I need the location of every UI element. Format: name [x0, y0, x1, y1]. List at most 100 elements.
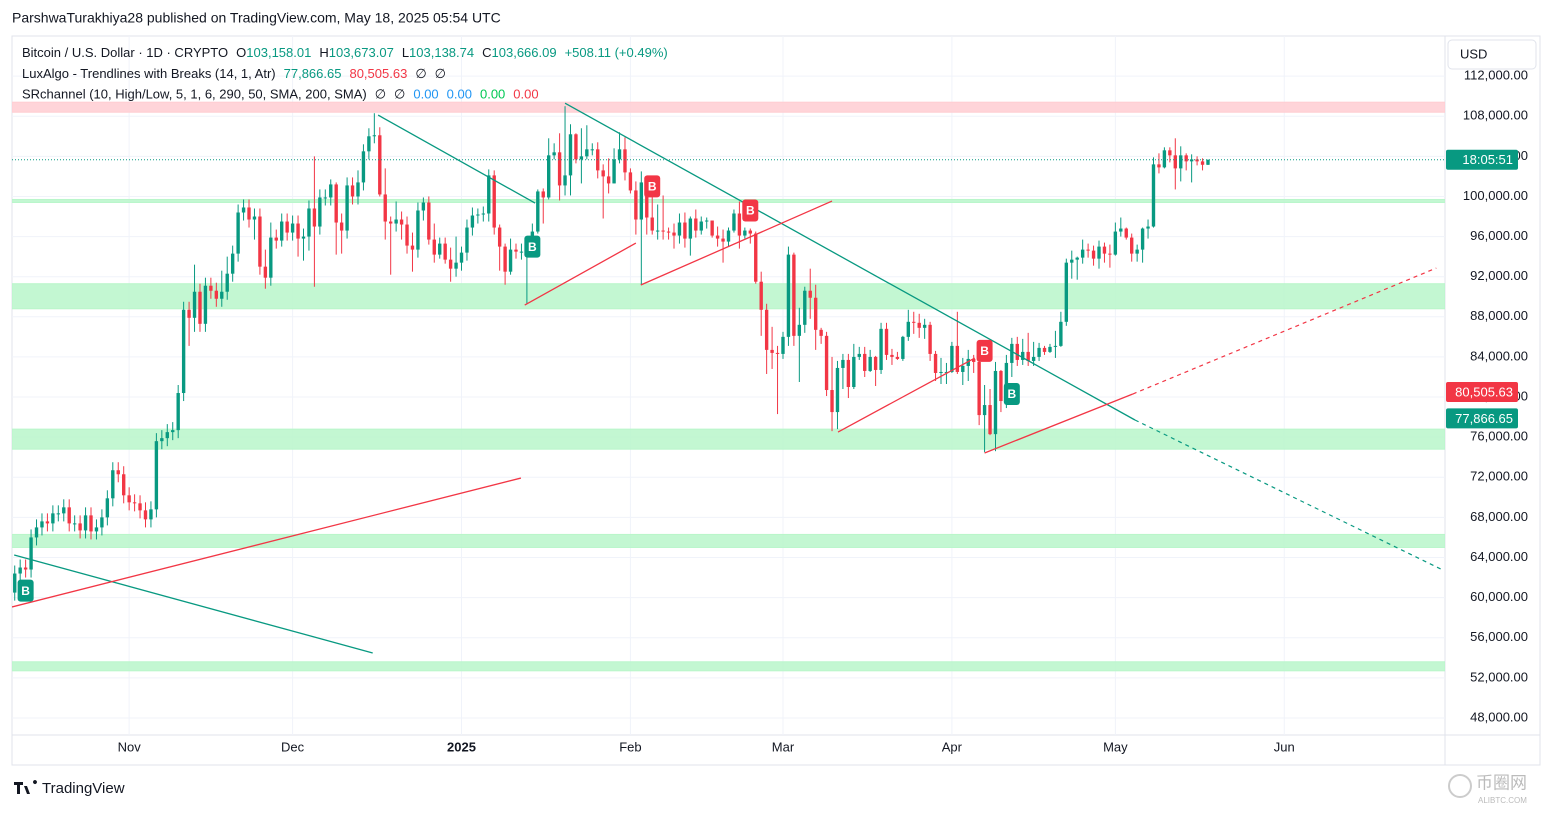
candle-body — [1015, 343, 1019, 360]
candle-body — [51, 513, 55, 524]
candle-body — [339, 222, 344, 231]
currency-button[interactable] — [1447, 39, 1537, 70]
currency: USD — [1460, 46, 1487, 61]
candle-body — [176, 393, 180, 431]
candle-body — [988, 405, 992, 435]
candle-body — [868, 356, 872, 371]
candle-body — [721, 238, 725, 242]
legend-value: 103,158.01 — [246, 45, 311, 60]
candle-body — [1059, 321, 1063, 346]
candle-body — [258, 216, 262, 267]
trendline — [564, 102, 1136, 421]
candle-body — [225, 273, 229, 292]
trendline — [837, 357, 976, 433]
candle-body — [813, 297, 818, 330]
candle-body — [781, 336, 785, 354]
trendline-projection — [1134, 419, 1444, 571]
candle-body — [334, 184, 338, 223]
candle-body — [547, 155, 551, 198]
candle-body — [171, 430, 175, 433]
candle-body — [999, 370, 1003, 402]
y-tick-label: 72,000.00 — [1470, 469, 1528, 484]
y-tick-label: 56,000.00 — [1470, 629, 1528, 644]
candle-body — [230, 253, 235, 274]
candle-body — [367, 136, 371, 152]
candle-body — [617, 149, 622, 160]
legend-value: 0.00 — [513, 87, 538, 102]
candle-body — [318, 197, 322, 227]
candle-body — [819, 329, 823, 336]
candle-body — [639, 182, 644, 220]
candle-body — [1080, 249, 1085, 258]
candle-body — [824, 335, 829, 391]
candle-body — [944, 371, 949, 373]
candle-body — [677, 222, 682, 236]
watermark-url: ALIBTC.COM — [1478, 796, 1527, 805]
y-tick-label: 60,000.00 — [1470, 589, 1528, 604]
candle-body — [372, 135, 377, 137]
candle-body — [661, 230, 665, 232]
candle-body — [950, 345, 954, 372]
candle-body — [732, 213, 736, 231]
y-tick-label: 112,000.00 — [1464, 68, 1528, 83]
legend-value: 0.00 — [413, 87, 438, 102]
legend-indicator: LuxAlgo - Trendlines with Breaks (14, 1,… — [22, 66, 446, 81]
candle-body — [23, 567, 28, 570]
candle-body — [72, 523, 77, 525]
x-tick-label: Nov — [118, 739, 142, 754]
candle-body — [579, 156, 584, 160]
candle-body — [1162, 150, 1167, 168]
candle-body — [835, 367, 840, 413]
candle-body — [236, 212, 240, 254]
candle-body — [993, 370, 998, 435]
price-tag-label: 18:05:51 — [1462, 152, 1513, 167]
candle-body — [623, 149, 627, 173]
candle-body — [214, 290, 219, 299]
sr-zone — [12, 101, 1445, 113]
candle-body — [497, 227, 502, 247]
candle-body — [220, 291, 224, 299]
trendline — [377, 114, 536, 204]
candle-body — [301, 236, 306, 239]
candle-body — [634, 190, 638, 220]
candle-body — [127, 495, 131, 503]
candle-body — [666, 231, 671, 233]
break-label: B — [980, 344, 989, 358]
candle-body — [56, 513, 61, 515]
candle-body — [410, 245, 415, 250]
candle-body — [203, 285, 208, 324]
legend-value: SRchannel (10, High/Low, 5, 1, 6, 290, 5… — [22, 87, 367, 102]
candle-body — [1195, 159, 1199, 162]
price-tag — [1446, 408, 1518, 429]
candle-body — [296, 223, 300, 239]
break-label: B — [528, 240, 537, 254]
candle-body — [966, 358, 970, 366]
legend-value: 80,505.63 — [349, 66, 407, 81]
candle-body — [726, 230, 731, 242]
candle-body — [1135, 249, 1139, 254]
candle-body — [1048, 346, 1052, 352]
candle-body — [459, 252, 464, 263]
candle-body — [797, 324, 802, 336]
y-tick-label: 64,000.00 — [1470, 549, 1528, 564]
candle-body — [432, 239, 436, 255]
candle-body — [1168, 150, 1172, 156]
candle-body — [487, 175, 491, 214]
candle-body — [454, 262, 458, 269]
candle-body — [149, 509, 153, 520]
candle-body — [132, 502, 137, 504]
candle-body — [78, 523, 82, 531]
break-label-box — [17, 579, 34, 602]
candle-body — [443, 243, 447, 260]
candle-body — [764, 309, 769, 350]
candle-body — [1151, 164, 1156, 227]
legend-value: LuxAlgo - Trendlines with Breaks (14, 1,… — [22, 66, 276, 81]
candle-body — [1091, 250, 1096, 259]
candle-body — [1064, 262, 1069, 322]
candle-body — [122, 474, 126, 496]
candle-body — [1146, 226, 1150, 229]
break-label: B — [1007, 387, 1016, 401]
candle-body — [906, 321, 910, 337]
candle-body — [830, 390, 834, 413]
